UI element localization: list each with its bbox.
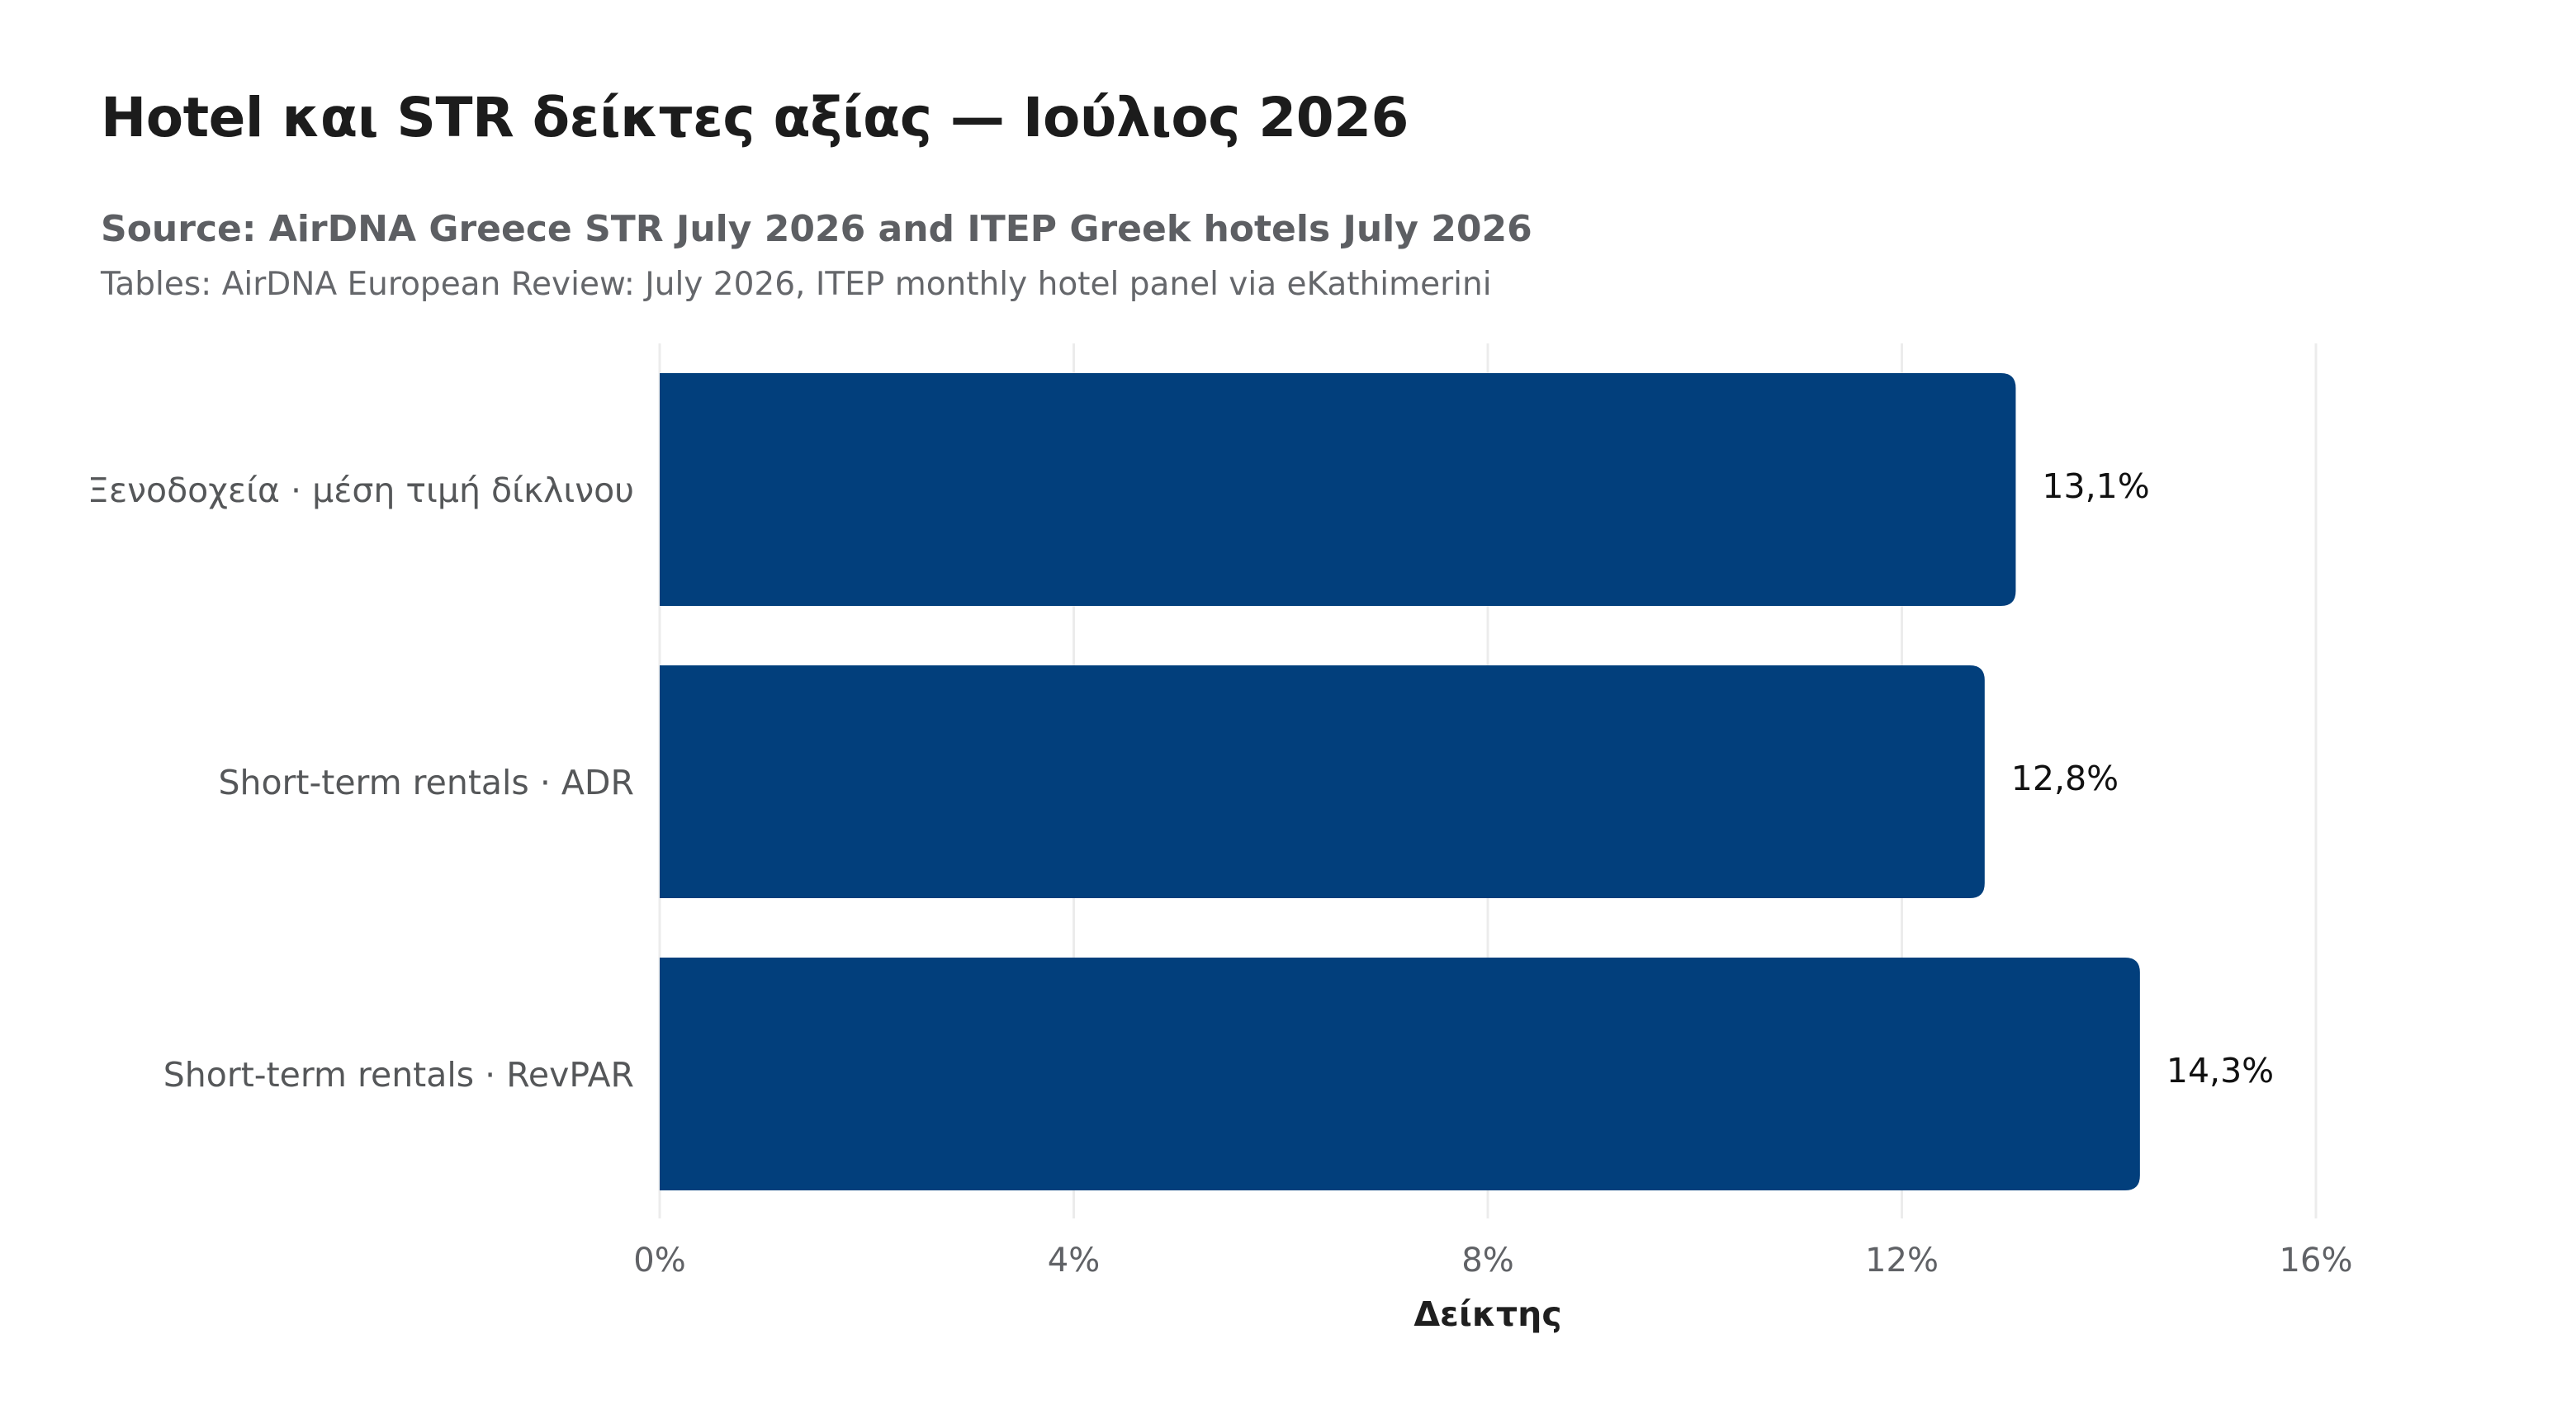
bars: [660, 373, 2140, 1190]
chart-title: Hotel και STR δείκτες αξίας — Ιούλιος 20…: [101, 86, 1409, 149]
data-label: 12,8%: [2011, 759, 2119, 798]
bar: [660, 958, 2140, 1190]
bar: [660, 373, 2016, 606]
chart-subtitle: Source: AirDNA Greece STR July 2026 and …: [101, 208, 1532, 250]
x-tick-label: 8%: [1461, 1242, 1513, 1280]
x-tick-label: 12%: [1865, 1242, 1939, 1280]
x-tick-label: 4%: [1048, 1242, 1100, 1280]
x-tick-label: 0%: [633, 1242, 685, 1280]
x-tick-label: 16%: [2280, 1242, 2353, 1280]
x-axis-title: Δείκτης: [1413, 1294, 1561, 1334]
category-label: Short-term rentals · ADR: [218, 763, 634, 802]
category-label: Ξενοδοχεία · μέση τιμή δίκλινου: [88, 471, 634, 510]
labels: 0% 4% 8% 12% 16% Ξενοδοχεία · μέση τιμή δίκλι…: [88, 466, 2352, 1280]
bar: [660, 665, 1985, 898]
category-label: Short-term rentals · RevPAR: [163, 1055, 634, 1095]
data-label: 14,3%: [2166, 1051, 2274, 1090]
chart-caption: Tables: AirDNA European Review: July 202…: [101, 266, 1492, 303]
data-label: 13,1%: [2042, 466, 2149, 506]
